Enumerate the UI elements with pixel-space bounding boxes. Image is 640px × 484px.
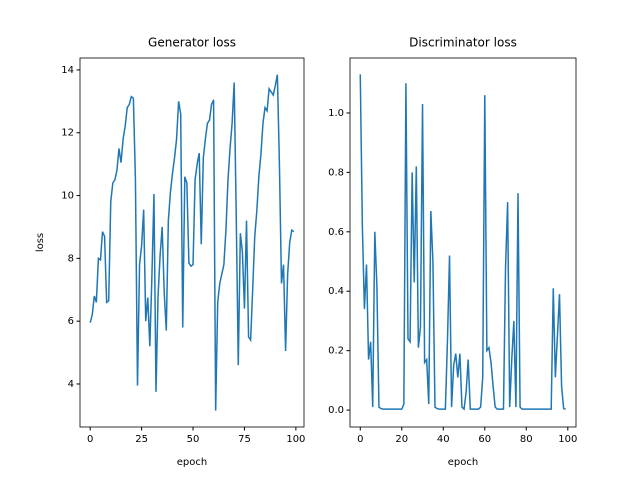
- y-tick-label: 12: [61, 128, 74, 139]
- y-tick-label: 0.2: [328, 346, 344, 357]
- x-tick-label: 25: [135, 434, 148, 445]
- loss-line: [359, 74, 566, 411]
- loss-line: [89, 74, 295, 411]
- x-tick-label: 20: [395, 434, 408, 445]
- y-tick-label: 1.0: [328, 108, 344, 119]
- y-tick-label: 0.6: [328, 227, 344, 238]
- chart-title: Generator loss: [148, 36, 236, 50]
- x-tick-label: 50: [187, 434, 200, 445]
- y-tick-label: 0.8: [328, 167, 344, 178]
- x-tick-label: 0: [87, 434, 93, 445]
- axes-frame: [349, 57, 577, 428]
- chart-title: Discriminator loss: [409, 36, 517, 50]
- x-tick-label: 100: [558, 434, 577, 445]
- y-tick-label: 6: [68, 316, 74, 327]
- y-tick-label: 4: [68, 379, 74, 390]
- y-axis-label: loss: [35, 233, 46, 252]
- x-tick-label: 100: [286, 434, 305, 445]
- axes-frame: [79, 57, 305, 428]
- x-tick-label: 60: [478, 434, 491, 445]
- y-tick-label: 14: [61, 65, 74, 76]
- y-tick-label: 8: [68, 253, 74, 264]
- x-axis-label: epoch: [448, 457, 478, 468]
- x-tick-label: 40: [437, 434, 450, 445]
- x-tick-label: 80: [520, 434, 533, 445]
- x-tick-label: 75: [238, 434, 251, 445]
- y-tick-label: 0.4: [328, 286, 344, 297]
- y-tick-label: 0.0: [328, 405, 344, 416]
- x-tick-label: 0: [357, 434, 363, 445]
- x-axis-label: epoch: [177, 457, 207, 468]
- y-tick-label: 10: [61, 191, 74, 202]
